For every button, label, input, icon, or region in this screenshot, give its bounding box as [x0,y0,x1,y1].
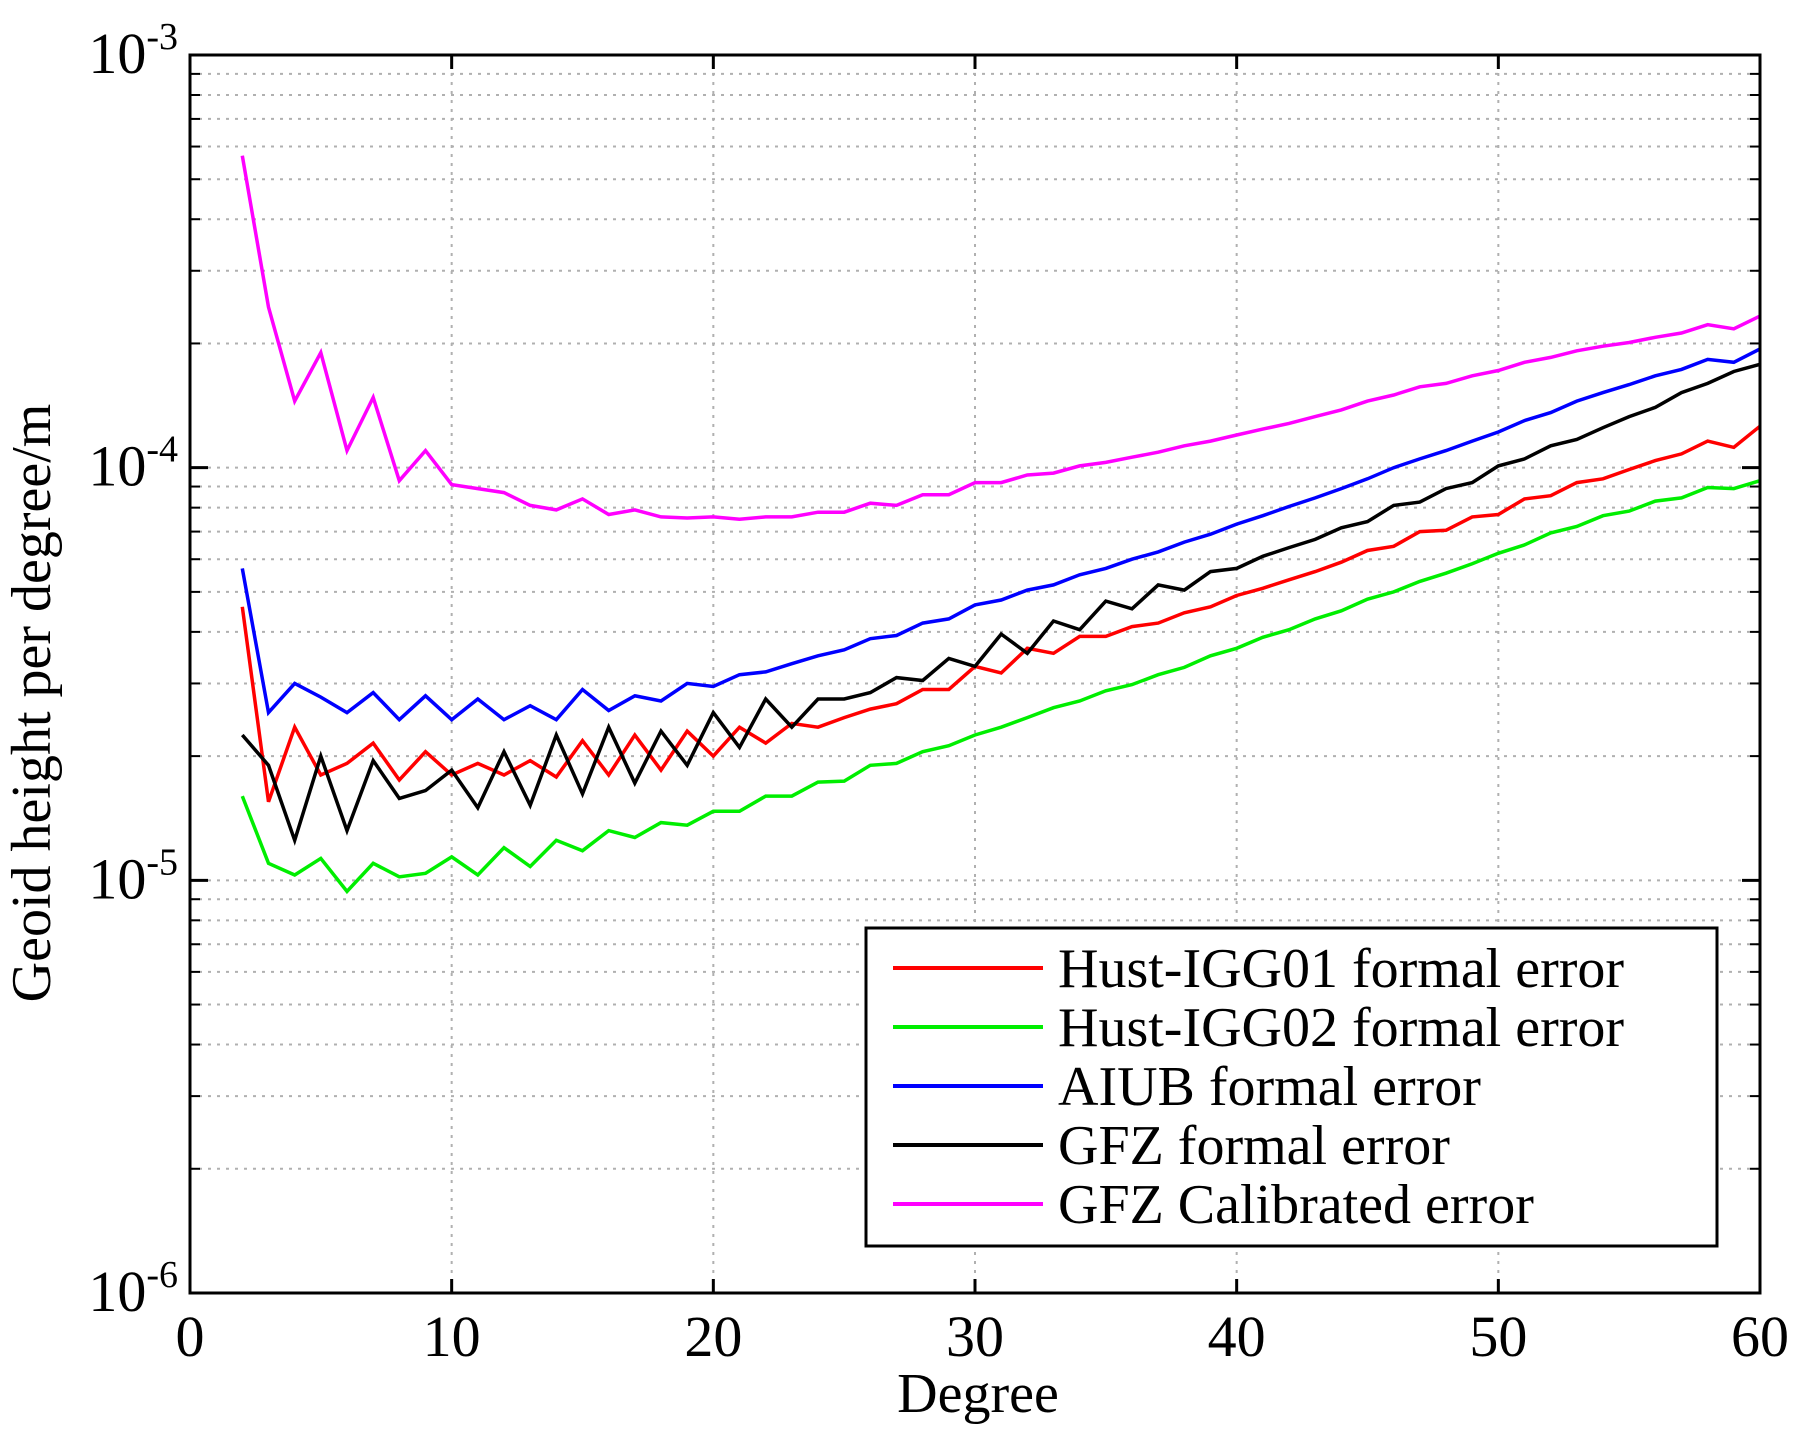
x-tick-label: 20 [684,1304,742,1369]
x-tick-label: 50 [1469,1304,1527,1369]
y-tick-label: 10-5 [88,841,178,911]
legend-label: Hust-IGG01 formal error [1058,938,1624,1000]
legend-label: AIUB formal error [1058,1056,1481,1118]
y-tick-label: 10-4 [88,429,178,499]
x-tick-label: 30 [946,1304,1004,1369]
series-line [240,347,1761,723]
x-tick-label: 10 [423,1304,481,1369]
y-tick-labels: 10-6 10-5 10-4 10-3 [88,16,178,1324]
legend-label: Hust-IGG02 formal error [1058,997,1624,1059]
y-tick-label: 10-6 [88,1254,178,1324]
x-tick-label: 60 [1731,1304,1789,1369]
series-line [240,362,1761,846]
legend-label: GFZ Calibrated error [1058,1174,1534,1236]
y-tick-label: 10-3 [88,16,178,86]
grid [190,55,1760,1293]
x-tick-label: 40 [1208,1304,1266,1369]
x-tick-label: 0 [176,1304,205,1369]
series-lines [240,155,1762,895]
y-axis-label: Geoid height per degree/m [1,404,63,1003]
series-line [240,479,1761,895]
series-line [240,155,1761,521]
legend-label: GFZ formal error [1058,1115,1450,1177]
x-tick-labels: 0 10 20 30 40 50 60 [176,1304,1790,1369]
ticks [188,55,1762,1295]
x-axis-label: Degree [897,1363,1059,1425]
